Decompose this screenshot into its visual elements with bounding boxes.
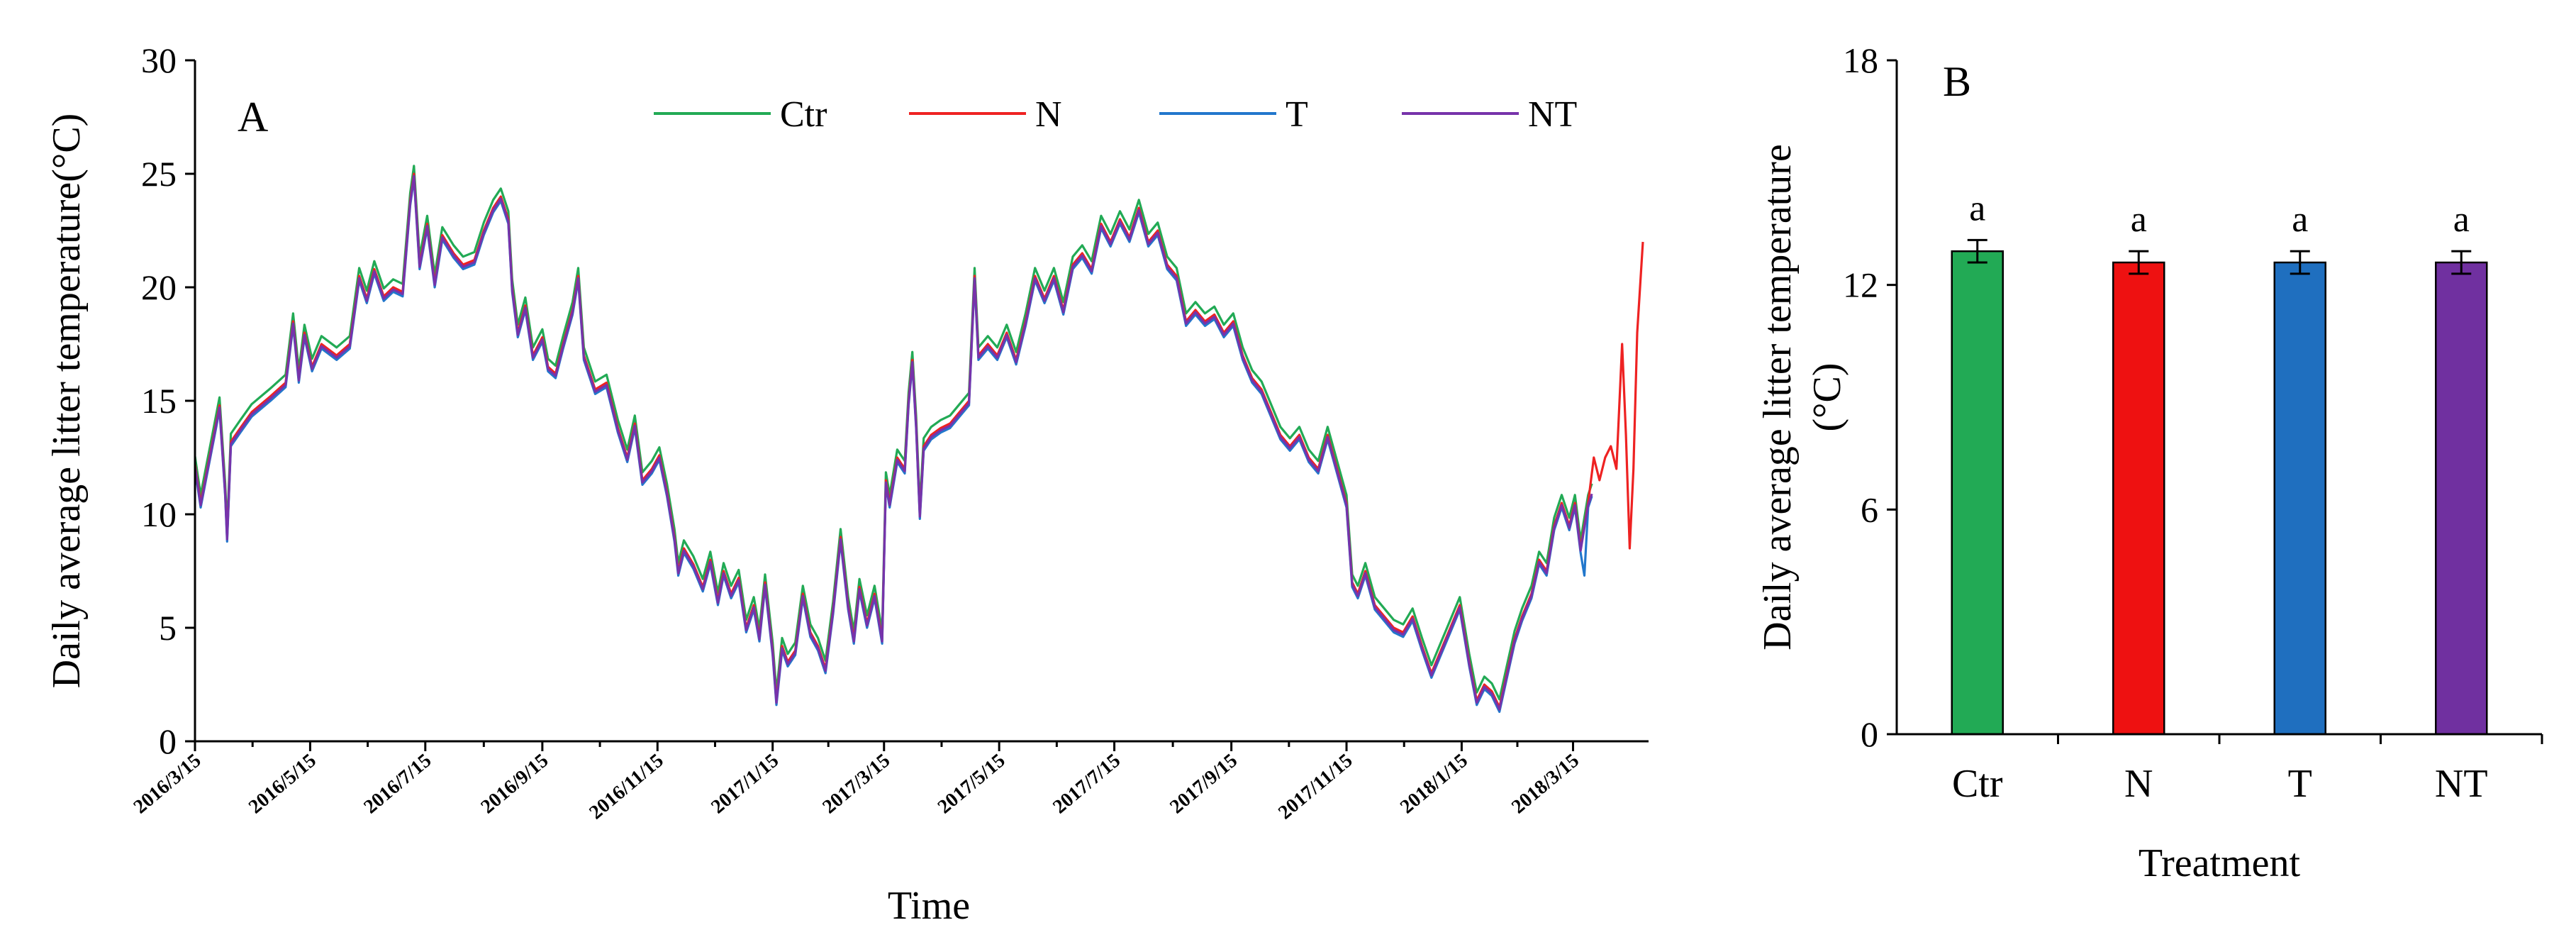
y-tick-label: 0 — [159, 721, 177, 761]
x-tick-label-b: Ctr — [1952, 762, 2003, 806]
series-lines — [194, 165, 1644, 714]
x-tick-label: 2016/11/15 — [585, 750, 667, 824]
x-tick-label: 2017/11/15 — [1274, 750, 1356, 824]
bar-t — [2273, 261, 2326, 736]
y-axis-title-b-line2: (°C) — [1805, 362, 1849, 431]
y-axis-title-b-line1: Daily average litter temperature — [1756, 144, 1800, 650]
bar-nt — [2435, 261, 2488, 736]
x-axis-title-b: Treatment — [2139, 841, 2301, 885]
y-tick-label: 10 — [141, 494, 177, 534]
x-ticks: 2016/3/15 2016/5/15 2016/7/15 2016/9/15 2016… — [130, 741, 1583, 824]
y-tick-label-b: 18 — [1843, 40, 1878, 80]
legend-label-ctr: Ctr — [780, 94, 827, 135]
series-line-nt — [194, 175, 1593, 711]
y-tick-label: 25 — [141, 154, 177, 194]
x-tick-label-b: N — [2124, 762, 2153, 806]
y-ticks-b: 0 6 12 18 — [1843, 40, 1897, 754]
x-tick-label: 2016/5/15 — [245, 750, 320, 819]
significance-label-t: a — [2292, 199, 2308, 240]
significance-label-nt: a — [2453, 199, 2470, 240]
y-axis-title: Daily average litter temperature(°C) — [45, 113, 89, 689]
significance-label-n: a — [2131, 199, 2147, 240]
x-tick-label-b: T — [2288, 762, 2312, 806]
y-tick-label-b: 12 — [1843, 265, 1878, 305]
y-tick-label-b: 6 — [1861, 489, 1878, 529]
x-tick-label: 2016/7/15 — [359, 750, 435, 819]
x-tick-label: 2017/5/15 — [934, 750, 1010, 819]
bar-n — [2112, 261, 2165, 736]
y-tick-label-b: 0 — [1861, 714, 1878, 754]
y-tick-label: 20 — [141, 267, 177, 307]
x-tick-label: 2017/7/15 — [1049, 750, 1125, 819]
y-tick-label: 30 — [141, 40, 177, 80]
panel-label-b: B — [1943, 58, 1971, 105]
y-ticks: 0 5 10 15 20 25 30 — [141, 40, 195, 761]
y-tick-label: 15 — [141, 381, 177, 421]
x-tick-label: 2016/9/15 — [476, 750, 552, 819]
significance-label-ctr: a — [1969, 188, 1985, 228]
bar-ctr — [1951, 250, 2004, 736]
x-tick-label: 2018/3/15 — [1507, 750, 1583, 819]
series-line-n — [194, 172, 1644, 709]
x-axis-title: Time — [888, 884, 970, 928]
legend-label-nt: NT — [1528, 94, 1577, 135]
legend-label-t: T — [1286, 94, 1308, 135]
x-tick-label: 2018/1/15 — [1396, 750, 1472, 819]
x-tick-label-b: NT — [2435, 762, 2488, 806]
legend-label-n: N — [1035, 94, 1062, 135]
x-ticks-b: Ctr N T NT — [1952, 734, 2543, 806]
x-tick-label: 2017/9/15 — [1166, 750, 1242, 819]
x-tick-label: 2017/1/15 — [707, 750, 783, 819]
panel-label-a: A — [238, 94, 268, 140]
legend: Ctr N T NT — [654, 94, 1577, 135]
x-tick-label: 2017/3/15 — [818, 750, 894, 819]
y-tick-label: 5 — [159, 608, 177, 648]
